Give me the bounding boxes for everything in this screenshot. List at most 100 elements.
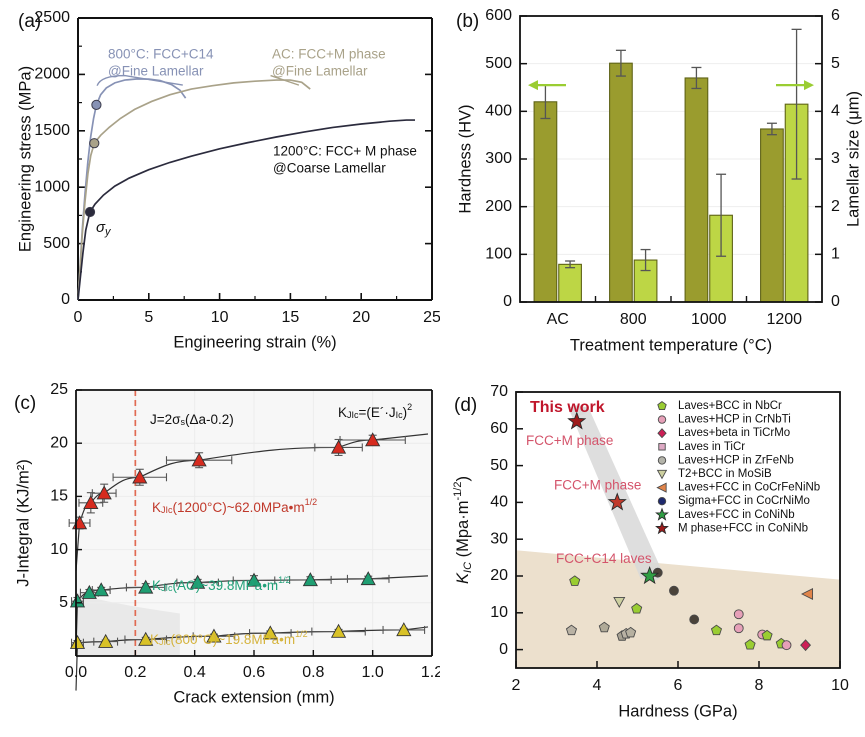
y-tick-label: 25 <box>50 381 68 398</box>
trend-band <box>567 406 663 579</box>
data-point-triangle-up <box>132 469 148 484</box>
panel-a: (a) 0 5 10 15 20 25 0 500 1000 1500 2000 2500 Enginee… <box>0 0 440 368</box>
y-tick-label: 1000 <box>34 178 70 195</box>
legend-label-2: Laves+beta in TiCrMo <box>678 427 790 439</box>
x-tick-label: 20 <box>352 309 370 326</box>
x-tick-label: 1.2 <box>421 664 440 681</box>
panel-b: (b) AC 800 1000 1200 0 100 200 300 400 500 600 0 1 2 3 4… <box>440 0 865 368</box>
data-point-triangle-left <box>801 588 814 601</box>
y-axis-label: J-Integral (KJ/m²) <box>14 459 32 586</box>
legend-label-5: T2+BCC in MoSiB <box>678 468 772 480</box>
data-point-triangle-up <box>96 485 112 500</box>
x-tick-label: 0.8 <box>302 664 324 681</box>
legend-label-6: Laves+FCC in CoCrFeNiNb <box>678 482 820 494</box>
y-tick-label: 10 <box>490 604 508 621</box>
x-tick-label: 1.0 <box>362 664 384 681</box>
annotation-ac-line2: @Fine Lamellar <box>272 64 368 79</box>
data-point-circle <box>733 609 744 620</box>
panel-b-chart: (b) AC 800 1000 1200 0 100 200 300 400 500 600 0 1 2 3 4… <box>456 7 862 354</box>
y-tick-label: 60 <box>490 420 508 437</box>
y-tick-label-left: 200 <box>485 198 512 215</box>
annotation-1200c-line2: @Coarse Lamellar <box>273 161 386 176</box>
literature-region <box>516 550 840 668</box>
data-point-triangle-left <box>656 482 667 493</box>
data-point-triangle-up <box>83 495 99 509</box>
y-tick-label: 30 <box>490 530 508 547</box>
data-point-triangle-up <box>69 634 86 649</box>
y-tick-label-left: 500 <box>485 55 512 72</box>
y-tick-label-left: 300 <box>485 150 512 167</box>
data-point-square <box>658 443 666 451</box>
data-point-triangle-up <box>98 633 114 648</box>
data-point-pentagon <box>744 638 756 650</box>
panel-c-chart: (c) 0.0 0.2 0.4 0.6 0.8 1.0 1.2 5 10 15 20 25 Crack e… <box>14 381 440 706</box>
panel-b-letter: (b) <box>456 11 479 32</box>
annotation-ac-line1: AC: FCC+M phase <box>272 47 386 62</box>
x-tick-label: 4 <box>593 677 602 694</box>
x-tick-label: 2 <box>512 677 521 694</box>
annotation-kjic-1200c: KJIc(1200°C)~62.0MPa•m1/2 <box>152 497 317 515</box>
bar-hardness <box>609 62 633 303</box>
x-tick-label: 0.2 <box>124 664 146 681</box>
trend-band-cap <box>568 405 587 416</box>
legend-label-3: Laves in TiCr <box>678 441 745 453</box>
panel-c-letter: (c) <box>14 393 36 414</box>
y-tick-label: 5 <box>59 594 68 611</box>
data-point-circle <box>669 585 679 596</box>
leader-line-ac <box>270 74 300 86</box>
x-tick-label: 25 <box>423 309 440 326</box>
panel-a-chart: (a) 0 5 10 15 20 25 0 500 1000 1500 2000 2500 Enginee… <box>16 9 440 351</box>
y-tick-label: 0 <box>61 291 70 308</box>
y-tick-label: 50 <box>490 457 508 474</box>
y-axis-label: KIC (Mpa·m-1/2) <box>452 476 474 584</box>
y-tick-label: 70 <box>490 383 508 400</box>
panel-d-chart: (d) This work FCC+M phase FCC+M phase FCC+C1… <box>452 383 849 720</box>
data-point-triangle-up <box>191 452 207 467</box>
x-axis-label: Treatment temperature (°C) <box>570 336 772 354</box>
data-point-triangle-up <box>262 625 278 640</box>
data-point-triangle-up <box>365 432 381 447</box>
data-point-triangle-up <box>190 574 206 589</box>
data-point-circle <box>657 456 667 465</box>
data-point-triangle-down <box>656 469 668 480</box>
panel-c: (c) 0.0 0.2 0.4 0.6 0.8 1.0 1.2 5 10 15 20 25 Crack e… <box>0 368 440 737</box>
data-point-star <box>655 507 669 521</box>
plot-area <box>516 405 840 668</box>
data-point-circle <box>689 614 700 625</box>
data-point-triangle-up <box>396 622 412 637</box>
data-point-circle <box>657 415 667 424</box>
y-tick-label: 1500 <box>34 122 70 139</box>
x-tick-label: 0 <box>74 309 83 326</box>
panel-d: (d) This work FCC+M phase FCC+M phase FCC+C1… <box>440 368 865 737</box>
data-point-triangle-up <box>69 593 86 608</box>
data-point-star <box>567 411 587 430</box>
data-point-triangle-up <box>302 572 318 587</box>
y-axis-label: Engineering stress (MPa) <box>16 66 34 252</box>
data-point-pentagon <box>625 626 637 638</box>
data-point-triangle-up <box>206 628 222 643</box>
y-tick-label: 20 <box>50 434 68 451</box>
legend-label-8: Laves+FCC in CoNiNb <box>678 509 795 521</box>
y-axis-label-left: Hardness (HV) <box>456 104 474 213</box>
data-point-triangle-up <box>138 631 154 646</box>
this-work-title: This work <box>530 399 605 416</box>
yield-point-marker <box>84 206 96 218</box>
y-tick-label-right: 4 <box>831 103 840 120</box>
data-point-star <box>655 521 669 535</box>
y-tick-label: 2500 <box>34 9 70 26</box>
legend-label-7: Sigma+FCC in CoCrNiMo <box>678 495 810 507</box>
data-point-triangle-up <box>93 582 109 597</box>
y-tick-label: 40 <box>490 494 508 511</box>
y-tick-label: 500 <box>43 235 70 252</box>
bar-hardness <box>684 77 709 303</box>
x-tick-label: 15 <box>282 309 300 326</box>
data-point-triangle-up <box>81 584 97 599</box>
bar-hardness <box>760 128 784 303</box>
data-point-star <box>607 492 627 511</box>
annotation-fcc-m-phase-1: FCC+M phase <box>526 433 613 448</box>
data-point-pentagon <box>761 629 773 641</box>
curve-1 <box>77 79 311 301</box>
x-tick-label: 1000 <box>691 311 727 328</box>
y-tick-label-right: 3 <box>831 150 840 167</box>
